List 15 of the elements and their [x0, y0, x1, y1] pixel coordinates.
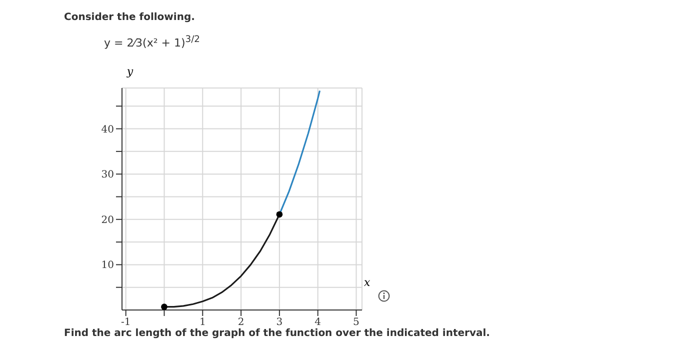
x-tick-label: 5 [353, 317, 360, 328]
y-tick-label: 10 [101, 260, 114, 272]
x-tick-label: 3 [276, 317, 283, 328]
x-tick-label: 2 [238, 317, 244, 328]
x-axis-title: x [364, 276, 370, 289]
chart-title: Consider the following. [64, 12, 195, 23]
x-tick-label: 4 [314, 317, 322, 328]
y-axis-title: y [126, 65, 134, 78]
x-tick-label: -1 [120, 317, 131, 328]
text: Find the arc length of the graph of the function over the indicated interval. [64, 328, 490, 339]
chart-subtitle: y = 2⁄3(x² + 1)$^{3/2}$ [104, 34, 200, 50]
y-tick-label: 40 [101, 124, 114, 136]
y-tick-label: 30 [101, 170, 114, 181]
y-tick-label: 20 [101, 214, 114, 226]
x-tick-label: 1 [199, 317, 206, 328]
